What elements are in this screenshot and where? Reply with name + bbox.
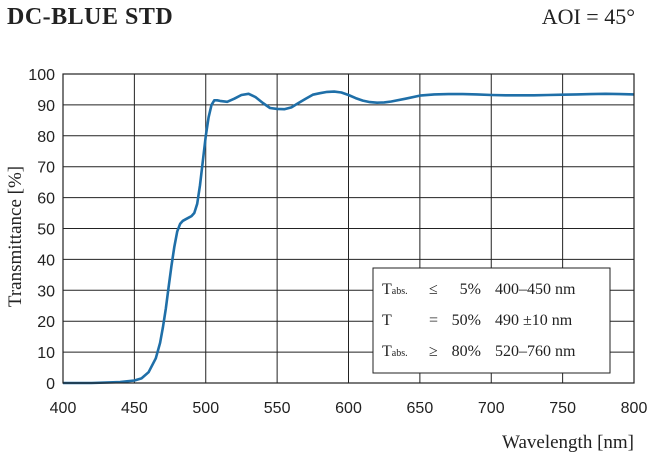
y-tick-label: 30 xyxy=(37,283,55,300)
transmittance-curve xyxy=(63,90,635,385)
y-tick-label: 70 xyxy=(37,160,55,177)
spec-operator: ≥ xyxy=(429,343,438,360)
spec-range: 400–450 nm xyxy=(495,281,576,298)
aoi-label: AOI = 45° xyxy=(541,4,635,29)
spec-symbol: Tabs. xyxy=(382,281,408,298)
spec-subscript: abs. xyxy=(392,348,408,359)
y-tick-label: 80 xyxy=(37,129,55,146)
spec-operator: ≤ xyxy=(429,281,438,298)
spec-value: 50% xyxy=(452,312,481,329)
x-tick-labels: 400 450 500 550 600 650 700 750 800 xyxy=(50,400,648,417)
y-tick-label: 20 xyxy=(37,314,55,331)
spec-symbol: T xyxy=(382,312,392,329)
spec-subscript: abs. xyxy=(392,286,408,297)
y-tick-label: 90 xyxy=(37,98,55,115)
y-tick-label: 40 xyxy=(37,252,55,269)
x-axis-label: Wavelength [nm] xyxy=(502,432,634,453)
y-tick-label: 50 xyxy=(37,222,55,239)
y-tick-label: 60 xyxy=(37,191,55,208)
x-tick-label: 800 xyxy=(621,400,648,417)
chart-title: DC-BLUE STD xyxy=(7,4,174,30)
x-tick-label: 450 xyxy=(121,400,148,417)
spec-box: Tabs. ≤5% 400–450 nm T = 50% 490 ±10 nm Tabs. ≥8… xyxy=(372,267,611,374)
spec-symbol: Tabs. xyxy=(382,343,408,360)
x-tick-label: 750 xyxy=(549,400,576,417)
x-tick-label: 500 xyxy=(192,400,219,417)
y-tick-labels: 0 10 20 30 40 50 60 70 80 90 100 xyxy=(28,67,55,393)
spec-range: 520–760 nm xyxy=(495,343,576,360)
y-tick-label: 10 xyxy=(37,345,55,362)
y-tick-label: 0 xyxy=(46,376,55,393)
x-tick-label: 700 xyxy=(478,400,505,417)
spec-box-border xyxy=(372,267,611,374)
y-tick-label: 100 xyxy=(28,67,55,84)
x-tick-label: 550 xyxy=(264,400,291,417)
spec-range: 490 ±10 nm xyxy=(495,312,573,329)
spec-operator: = xyxy=(429,312,438,329)
x-tick-label: 650 xyxy=(407,400,434,417)
plot-frame xyxy=(62,73,635,384)
spec-value: 5% xyxy=(460,281,481,298)
y-axis-label: Transmittance [%] xyxy=(5,166,26,307)
spec-value: 80% xyxy=(452,343,481,360)
x-tick-label: 400 xyxy=(50,400,77,417)
x-tick-label: 600 xyxy=(335,400,362,417)
